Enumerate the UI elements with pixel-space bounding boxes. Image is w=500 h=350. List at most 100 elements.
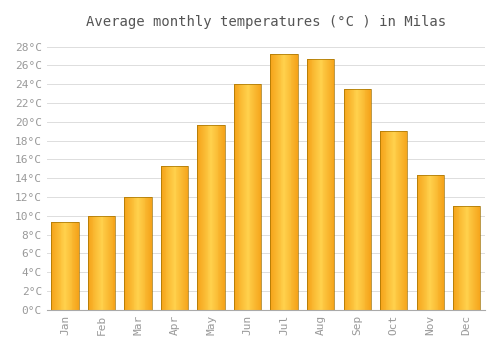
Bar — [430, 175, 431, 310]
Bar — [240, 84, 242, 310]
Title: Average monthly temperatures (°C ) in Milas: Average monthly temperatures (°C ) in Mi… — [86, 15, 446, 29]
Bar — [149, 197, 150, 310]
Bar — [235, 84, 236, 310]
Bar — [198, 125, 200, 310]
Bar — [176, 166, 178, 310]
Bar — [282, 54, 284, 310]
Bar — [416, 175, 444, 310]
Bar — [392, 131, 393, 310]
Bar — [359, 89, 360, 310]
Bar — [350, 89, 351, 310]
Bar — [383, 131, 384, 310]
Bar — [386, 131, 388, 310]
Bar — [99, 216, 100, 310]
Bar — [173, 166, 174, 310]
Bar — [286, 54, 287, 310]
Bar — [453, 206, 480, 310]
Bar — [476, 206, 477, 310]
Bar — [205, 125, 206, 310]
Bar — [398, 131, 399, 310]
Bar — [396, 131, 398, 310]
Bar — [438, 175, 440, 310]
Bar — [328, 59, 329, 310]
Bar — [162, 166, 163, 310]
Bar — [400, 131, 401, 310]
Bar — [70, 222, 72, 310]
Bar — [470, 206, 472, 310]
Bar — [215, 125, 216, 310]
Bar — [136, 197, 137, 310]
Bar — [441, 175, 442, 310]
Bar — [96, 216, 97, 310]
Bar — [212, 125, 213, 310]
Bar — [161, 166, 162, 310]
Bar — [317, 59, 318, 310]
Bar — [280, 54, 281, 310]
Bar — [440, 175, 441, 310]
Bar — [329, 59, 330, 310]
Bar — [434, 175, 435, 310]
Bar — [246, 84, 247, 310]
Bar — [88, 216, 116, 310]
Bar — [465, 206, 466, 310]
Bar — [204, 125, 205, 310]
Bar — [245, 84, 246, 310]
Bar — [142, 197, 144, 310]
Bar — [436, 175, 438, 310]
Bar — [238, 84, 240, 310]
Bar — [104, 216, 106, 310]
Bar — [244, 84, 245, 310]
Bar — [138, 197, 139, 310]
Bar — [297, 54, 298, 310]
Bar — [391, 131, 392, 310]
Bar — [76, 222, 77, 310]
Bar — [124, 197, 126, 310]
Bar — [180, 166, 181, 310]
Bar — [307, 59, 308, 310]
Bar — [346, 89, 347, 310]
Bar — [320, 59, 322, 310]
Bar — [108, 216, 109, 310]
Bar — [403, 131, 404, 310]
Bar — [344, 89, 371, 310]
Bar — [213, 125, 214, 310]
Bar — [324, 59, 326, 310]
Bar — [60, 222, 62, 310]
Bar — [256, 84, 257, 310]
Bar — [88, 216, 89, 310]
Bar — [148, 197, 149, 310]
Bar — [330, 59, 332, 310]
Bar — [92, 216, 94, 310]
Bar — [248, 84, 250, 310]
Bar — [252, 84, 253, 310]
Bar — [416, 175, 418, 310]
Bar — [257, 84, 258, 310]
Bar — [290, 54, 292, 310]
Bar — [132, 197, 134, 310]
Bar — [478, 206, 480, 310]
Bar — [463, 206, 464, 310]
Bar — [114, 216, 116, 310]
Bar — [426, 175, 428, 310]
Bar — [128, 197, 129, 310]
Bar — [380, 131, 381, 310]
Bar — [182, 166, 183, 310]
Bar — [220, 125, 221, 310]
Bar — [322, 59, 324, 310]
Bar — [351, 89, 352, 310]
Bar — [181, 166, 182, 310]
Bar — [172, 166, 173, 310]
Bar — [106, 216, 107, 310]
Bar — [442, 175, 443, 310]
Bar — [418, 175, 420, 310]
Bar — [318, 59, 319, 310]
Bar — [130, 197, 131, 310]
Bar — [287, 54, 288, 310]
Bar — [58, 222, 59, 310]
Bar — [326, 59, 327, 310]
Bar — [89, 216, 90, 310]
Bar — [111, 216, 112, 310]
Bar — [388, 131, 389, 310]
Bar — [179, 166, 180, 310]
Bar — [210, 125, 211, 310]
